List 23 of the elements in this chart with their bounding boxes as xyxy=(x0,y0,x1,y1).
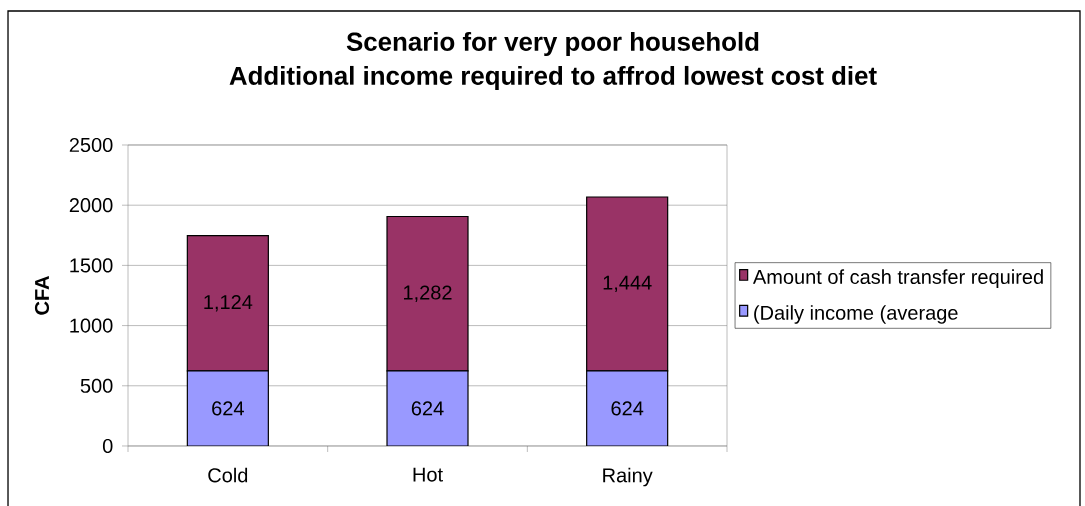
data-label: 624 xyxy=(611,401,644,416)
chart-subtitle: Additional income required to affrod lowest cost diet xyxy=(229,65,877,91)
y-tick-label: 2500 xyxy=(69,137,113,153)
data-label: 1,124 xyxy=(204,294,253,312)
data-label: 624 xyxy=(212,401,244,416)
legend-label: (Daily income (average xyxy=(754,305,958,324)
data-label: 624 xyxy=(411,401,444,416)
bar xyxy=(586,370,669,446)
y-tick-label: 1000 xyxy=(70,318,113,333)
chart-title: Scenario for very poor household xyxy=(346,31,759,57)
y-axis-title: CFA xyxy=(34,276,50,315)
data-label: 1,444 xyxy=(603,275,652,293)
y-tick-label: 500 xyxy=(80,378,113,393)
y-tick-label: 2000 xyxy=(69,198,113,213)
y-tick-label: 0 xyxy=(102,438,113,454)
bar xyxy=(186,370,269,446)
bar xyxy=(386,370,469,446)
x-tick-label: Cold xyxy=(208,467,248,483)
x-tick-label: Rainy xyxy=(603,467,653,487)
x-tick-label: Hot xyxy=(413,467,443,482)
data-label: 1,282 xyxy=(404,285,452,302)
legend-label: Amount of cash transfer required xyxy=(752,269,1043,288)
y-tick-label: 1500 xyxy=(70,258,113,273)
